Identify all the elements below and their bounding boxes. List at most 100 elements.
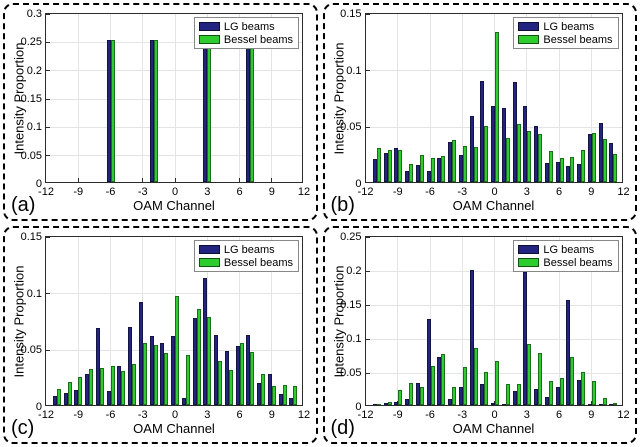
y-tickmark (46, 13, 50, 15)
legend-row: Bessel beams (198, 256, 293, 269)
legend-label: LG beams (223, 20, 275, 33)
y-tickmark (46, 126, 50, 128)
bar-lg-ch5 (544, 397, 549, 405)
x-tick-label: 0 (171, 409, 179, 421)
x-gridline (461, 14, 463, 182)
bar-lg-ch-6 (426, 171, 431, 182)
panel-label-c: (c) (11, 417, 35, 439)
x-tick-label: 3 (204, 186, 211, 198)
bar-lg-ch-9 (393, 148, 398, 182)
bar-bessel-ch6 (240, 343, 244, 405)
y-tickmark (365, 126, 370, 128)
y-gridline (365, 372, 622, 374)
bar-lg-ch4 (533, 389, 538, 405)
legend-swatch-bessel (518, 258, 540, 267)
bar-lg-ch-2 (469, 270, 474, 405)
y-tickmark (46, 236, 50, 238)
y-axis-label: Intensity Proportion (11, 265, 27, 378)
bar-lg-ch7 (565, 300, 570, 405)
bar-bessel-ch7 (250, 352, 254, 405)
x-axis-label: OAM Channel (452, 198, 535, 213)
x-tick-label: -12 (38, 409, 54, 421)
x-tick-label: 6 (236, 186, 243, 198)
x-tick-label: 12 (297, 409, 311, 421)
bar-lg-ch-8 (404, 171, 409, 182)
bar-lg-ch3 (522, 272, 527, 405)
legend-row: LG beams (518, 243, 612, 256)
y-tick-label: 0.15 (340, 8, 362, 20)
bar-lg-ch8 (576, 380, 581, 405)
bar-bessel-ch-6 (430, 158, 435, 182)
x-gridline (429, 14, 431, 182)
legend-label: LG beams (543, 243, 595, 256)
x-tick-label: -3 (137, 409, 148, 421)
bar-bessel-ch0 (494, 32, 499, 182)
x-tick-label: -9 (73, 186, 84, 198)
bar-lg-ch3 (522, 106, 527, 182)
bar-bessel-ch-10 (68, 382, 72, 405)
y-tick-label: 0 (355, 401, 362, 413)
bar-lg-ch-3 (458, 155, 463, 182)
y-tickmark (46, 293, 50, 295)
y-tickmark (46, 70, 50, 72)
bar-lg-ch-4 (447, 399, 452, 405)
bar-lg-ch-1 (160, 343, 164, 405)
x-tick-label: 6 (236, 409, 243, 421)
bar-lg-ch0 (490, 403, 495, 405)
y-tickmark (365, 372, 370, 374)
bar-lg-ch2 (512, 82, 517, 182)
y-tick-label: 0.25 (20, 36, 42, 49)
x-tick-label: 9 (588, 409, 595, 421)
bar-lg-ch-7 (96, 328, 100, 405)
bar-lg-ch1 (182, 398, 186, 405)
bar-lg-ch9 (587, 134, 592, 182)
bar-lg-ch2 (193, 318, 197, 405)
bar-lg-ch11 (608, 143, 613, 182)
bar-bessel-ch10 (602, 398, 607, 405)
bar-bessel-ch10 (283, 385, 287, 405)
bar-bessel-ch0 (494, 361, 499, 405)
y-gridline (46, 70, 302, 72)
x-tick-label: 0 (491, 186, 498, 198)
y-gridline (365, 304, 622, 306)
x-axis-label: OAM Channel (452, 421, 535, 436)
y-gridline (365, 270, 622, 272)
bar-lg-ch9 (268, 374, 272, 405)
bar-bessel-ch-7 (100, 368, 104, 405)
bar-bessel-ch-9 (397, 150, 402, 182)
bar-bessel-ch-10 (387, 150, 392, 182)
bar-lg-ch7 (246, 335, 250, 405)
y-tick-label: 0.15 (20, 93, 42, 105)
y-tick-label: 0 (35, 401, 42, 413)
x-tickmark (142, 178, 144, 182)
bar-lg-ch5 (225, 351, 229, 405)
y-tick-label: 0.2 (26, 64, 42, 77)
x-tick-label: 12 (617, 409, 630, 421)
bar-bessel-ch-1 (483, 372, 488, 405)
x-tick-label: 3 (523, 186, 530, 198)
x-tick-label: 9 (588, 186, 595, 198)
y-tick-label: 0.05 (340, 121, 362, 134)
bar-bessel-ch-8 (89, 369, 93, 405)
bar-lg-ch8 (576, 164, 581, 182)
panel-label-d: (d) (330, 417, 355, 439)
x-tick-label: 12 (617, 186, 630, 198)
bar-lg-ch9 (587, 404, 592, 405)
x-tick-label: 0 (171, 186, 179, 198)
bar-lg-ch-2 (150, 336, 154, 405)
bar-lg-ch1 (501, 404, 506, 405)
x-gridline (142, 14, 144, 182)
bar-bessel-ch9 (272, 386, 276, 405)
y-tickmark (365, 70, 370, 72)
bar-lg-ch-1 (479, 81, 484, 182)
legend-label: Bessel beams (543, 256, 613, 269)
legend-swatch-lg (518, 22, 540, 31)
x-gridline (174, 14, 176, 182)
bar-lg-ch-5 (117, 366, 121, 405)
x-gridline (77, 237, 79, 405)
y-tickmark (365, 270, 370, 272)
bar-lg-ch1 (501, 108, 506, 182)
bar-bessel-ch10 (602, 139, 607, 182)
bar-bessel-ch-3 (462, 367, 467, 405)
bar-bessel-ch6 (559, 378, 564, 405)
